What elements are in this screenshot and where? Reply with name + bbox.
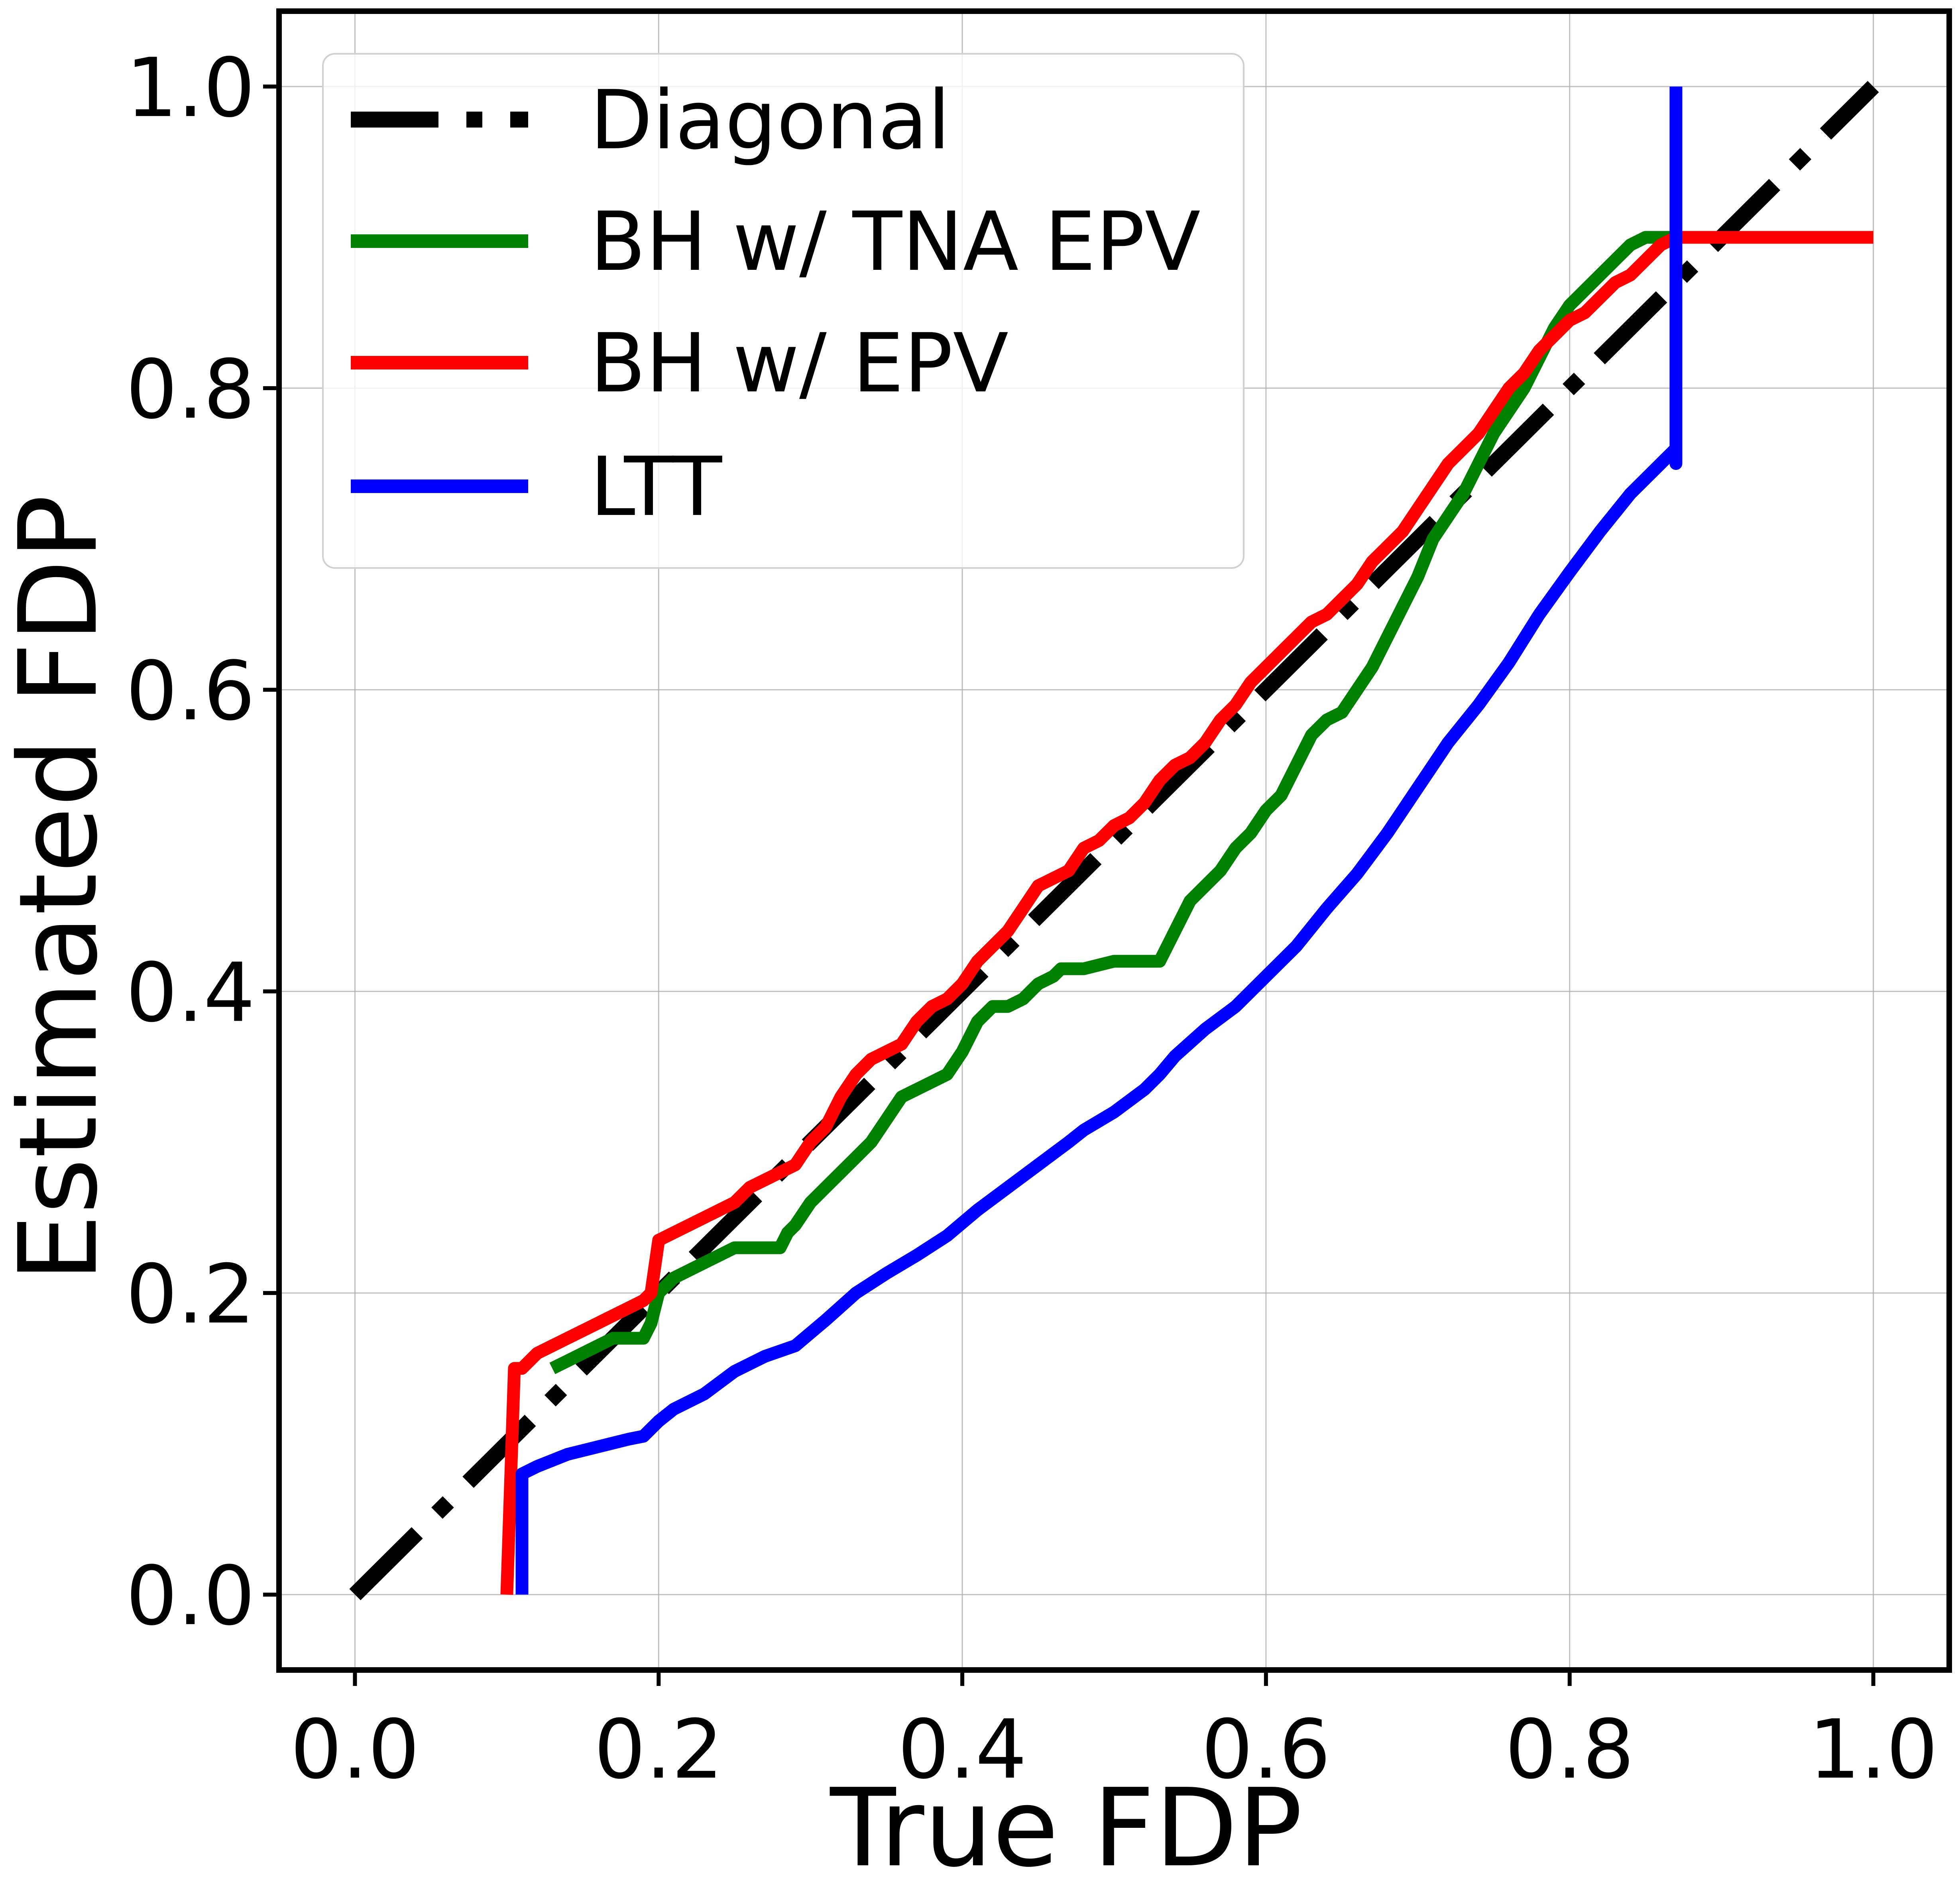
legend: Diagonal BH w/ TNA EPV BH w/ EPV LTT [322,53,1244,569]
x-tick-label: 0.4 [898,1703,1027,1797]
x-tick-label: 0.8 [1505,1703,1634,1797]
y-tick-label: 1.0 [126,41,255,136]
series-line-ltt [515,86,1683,1595]
legend-box [322,53,1244,569]
y-axis-title: Estimated FDP [0,495,121,1282]
x-tick-label: 0.0 [290,1703,419,1797]
x-tick-label: 0.6 [1201,1703,1331,1797]
legend-label: BH w/ TNA EPV [590,195,1201,289]
legend-items: Diagonal BH w/ TNA EPV BH w/ EPV LTT [351,73,1201,534]
y-axis-ticks: 0.0 0.2 0.4 0.6 0.8 1.0 [126,41,279,1644]
x-axis-title: True FDP [828,1765,1303,1891]
y-tick-label: 0.2 [126,1248,255,1342]
legend-label: Diagonal [590,73,950,168]
series-line-bh-w-epv [500,231,1874,1595]
x-tick-label: 0.2 [594,1703,723,1797]
legend-label: LTT [590,440,723,534]
plot-frame [276,8,1952,1673]
x-tick-label: 1.0 [1809,1703,1938,1797]
series-line-bh-w-tna-epv [549,231,1874,1374]
x-axis-ticks: 0.0 0.2 0.4 0.6 0.8 1.0 [290,1670,1938,1797]
y-tick-label: 0.6 [126,644,255,739]
legend-label: BH w/ EPV [590,316,1009,411]
y-tick-label: 0.0 [126,1549,255,1644]
plot-series [349,81,1879,1600]
y-tick-label: 0.4 [126,946,255,1040]
y-tick-label: 0.8 [126,343,255,437]
